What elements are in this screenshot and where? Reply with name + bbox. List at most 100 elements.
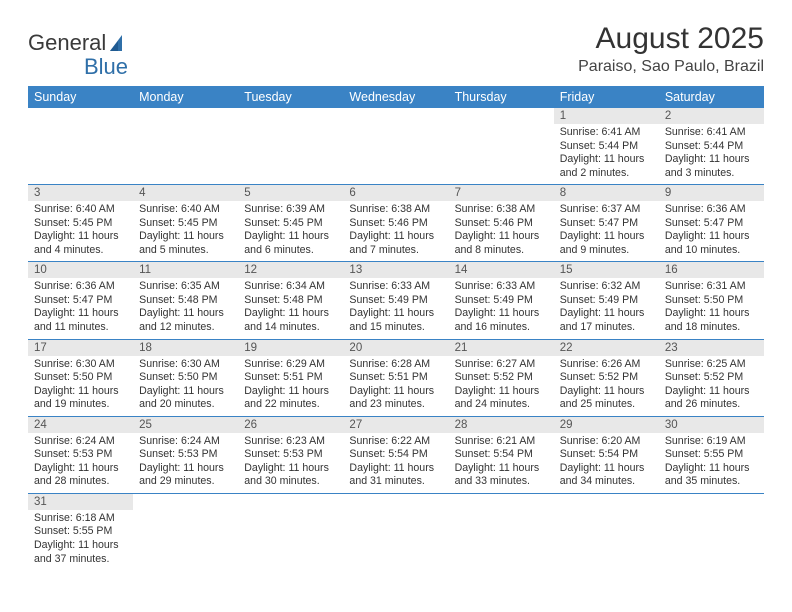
calendar-day: 10Sunrise: 6:36 AMSunset: 5:47 PMDayligh… — [28, 262, 133, 339]
calendar-day: 15Sunrise: 6:32 AMSunset: 5:49 PMDayligh… — [554, 262, 659, 339]
calendar-day: 20Sunrise: 6:28 AMSunset: 5:51 PMDayligh… — [343, 339, 448, 416]
day-number: 2 — [659, 108, 764, 124]
day-number: 3 — [28, 185, 133, 201]
calendar-week-row: 24Sunrise: 6:24 AMSunset: 5:53 PMDayligh… — [28, 416, 764, 493]
calendar-day-empty — [659, 493, 764, 568]
calendar-day: 16Sunrise: 6:31 AMSunset: 5:50 PMDayligh… — [659, 262, 764, 339]
day-number: 12 — [238, 262, 343, 278]
day-number: 6 — [343, 185, 448, 201]
calendar-day: 1Sunrise: 6:41 AMSunset: 5:44 PMDaylight… — [554, 108, 659, 185]
calendar-day: 2Sunrise: 6:41 AMSunset: 5:44 PMDaylight… — [659, 108, 764, 185]
day-number: 25 — [133, 417, 238, 433]
calendar-day-empty — [343, 493, 448, 568]
day-details: Sunrise: 6:33 AMSunset: 5:49 PMDaylight:… — [343, 278, 448, 338]
calendar-day-empty — [554, 493, 659, 568]
calendar-day: 26Sunrise: 6:23 AMSunset: 5:53 PMDayligh… — [238, 416, 343, 493]
day-details: Sunrise: 6:32 AMSunset: 5:49 PMDaylight:… — [554, 278, 659, 338]
weekday-header: Sunday — [28, 86, 133, 108]
day-details: Sunrise: 6:22 AMSunset: 5:54 PMDaylight:… — [343, 433, 448, 493]
calendar-day-empty — [133, 493, 238, 568]
weekday-header: Tuesday — [238, 86, 343, 108]
calendar-day: 23Sunrise: 6:25 AMSunset: 5:52 PMDayligh… — [659, 339, 764, 416]
day-details: Sunrise: 6:41 AMSunset: 5:44 PMDaylight:… — [554, 124, 659, 184]
day-number: 1 — [554, 108, 659, 124]
sail-icon — [108, 33, 132, 53]
calendar-day: 12Sunrise: 6:34 AMSunset: 5:48 PMDayligh… — [238, 262, 343, 339]
day-details: Sunrise: 6:24 AMSunset: 5:53 PMDaylight:… — [28, 433, 133, 493]
day-details: Sunrise: 6:21 AMSunset: 5:54 PMDaylight:… — [449, 433, 554, 493]
day-number: 26 — [238, 417, 343, 433]
calendar-day: 22Sunrise: 6:26 AMSunset: 5:52 PMDayligh… — [554, 339, 659, 416]
calendar-day: 17Sunrise: 6:30 AMSunset: 5:50 PMDayligh… — [28, 339, 133, 416]
weekday-header: Friday — [554, 86, 659, 108]
calendar-day: 14Sunrise: 6:33 AMSunset: 5:49 PMDayligh… — [449, 262, 554, 339]
day-details: Sunrise: 6:31 AMSunset: 5:50 PMDaylight:… — [659, 278, 764, 338]
calendar-week-row: 1Sunrise: 6:41 AMSunset: 5:44 PMDaylight… — [28, 108, 764, 185]
calendar-day: 11Sunrise: 6:35 AMSunset: 5:48 PMDayligh… — [133, 262, 238, 339]
calendar-day: 5Sunrise: 6:39 AMSunset: 5:45 PMDaylight… — [238, 185, 343, 262]
day-details: Sunrise: 6:28 AMSunset: 5:51 PMDaylight:… — [343, 356, 448, 416]
calendar-day: 21Sunrise: 6:27 AMSunset: 5:52 PMDayligh… — [449, 339, 554, 416]
day-number: 7 — [449, 185, 554, 201]
day-number: 5 — [238, 185, 343, 201]
calendar-day: 25Sunrise: 6:24 AMSunset: 5:53 PMDayligh… — [133, 416, 238, 493]
day-details: Sunrise: 6:36 AMSunset: 5:47 PMDaylight:… — [659, 201, 764, 261]
day-number: 13 — [343, 262, 448, 278]
day-number: 9 — [659, 185, 764, 201]
calendar-day: 4Sunrise: 6:40 AMSunset: 5:45 PMDaylight… — [133, 185, 238, 262]
day-details: Sunrise: 6:18 AMSunset: 5:55 PMDaylight:… — [28, 510, 133, 566]
calendar-day-empty — [28, 108, 133, 185]
day-number: 19 — [238, 340, 343, 356]
day-number: 20 — [343, 340, 448, 356]
calendar-week-row: 3Sunrise: 6:40 AMSunset: 5:45 PMDaylight… — [28, 185, 764, 262]
calendar-day: 13Sunrise: 6:33 AMSunset: 5:49 PMDayligh… — [343, 262, 448, 339]
day-details: Sunrise: 6:19 AMSunset: 5:55 PMDaylight:… — [659, 433, 764, 493]
calendar-day: 29Sunrise: 6:20 AMSunset: 5:54 PMDayligh… — [554, 416, 659, 493]
calendar-day-empty — [238, 493, 343, 568]
day-details: Sunrise: 6:36 AMSunset: 5:47 PMDaylight:… — [28, 278, 133, 338]
calendar-day-empty — [449, 493, 554, 568]
brand-text-1: General — [28, 30, 106, 56]
day-number: 21 — [449, 340, 554, 356]
day-details: Sunrise: 6:41 AMSunset: 5:44 PMDaylight:… — [659, 124, 764, 184]
day-number: 10 — [28, 262, 133, 278]
calendar-day: 31Sunrise: 6:18 AMSunset: 5:55 PMDayligh… — [28, 493, 133, 568]
day-number: 28 — [449, 417, 554, 433]
day-details: Sunrise: 6:35 AMSunset: 5:48 PMDaylight:… — [133, 278, 238, 338]
day-details: Sunrise: 6:23 AMSunset: 5:53 PMDaylight:… — [238, 433, 343, 493]
calendar-body: 1Sunrise: 6:41 AMSunset: 5:44 PMDaylight… — [28, 108, 764, 568]
day-number: 8 — [554, 185, 659, 201]
calendar-day: 30Sunrise: 6:19 AMSunset: 5:55 PMDayligh… — [659, 416, 764, 493]
day-details: Sunrise: 6:38 AMSunset: 5:46 PMDaylight:… — [449, 201, 554, 261]
day-details: Sunrise: 6:37 AMSunset: 5:47 PMDaylight:… — [554, 201, 659, 261]
location-text: Paraiso, Sao Paulo, Brazil — [578, 58, 764, 76]
day-number: 14 — [449, 262, 554, 278]
calendar-day: 19Sunrise: 6:29 AMSunset: 5:51 PMDayligh… — [238, 339, 343, 416]
day-details: Sunrise: 6:34 AMSunset: 5:48 PMDaylight:… — [238, 278, 343, 338]
day-number: 4 — [133, 185, 238, 201]
day-number: 30 — [659, 417, 764, 433]
calendar-day: 6Sunrise: 6:38 AMSunset: 5:46 PMDaylight… — [343, 185, 448, 262]
day-details: Sunrise: 6:20 AMSunset: 5:54 PMDaylight:… — [554, 433, 659, 493]
calendar-day: 24Sunrise: 6:24 AMSunset: 5:53 PMDayligh… — [28, 416, 133, 493]
day-details: Sunrise: 6:30 AMSunset: 5:50 PMDaylight:… — [28, 356, 133, 416]
weekday-header-row: SundayMondayTuesdayWednesdayThursdayFrid… — [28, 86, 764, 108]
calendar-day: 18Sunrise: 6:30 AMSunset: 5:50 PMDayligh… — [133, 339, 238, 416]
day-number: 29 — [554, 417, 659, 433]
calendar-week-row: 17Sunrise: 6:30 AMSunset: 5:50 PMDayligh… — [28, 339, 764, 416]
calendar-week-row: 31Sunrise: 6:18 AMSunset: 5:55 PMDayligh… — [28, 493, 764, 568]
day-details: Sunrise: 6:39 AMSunset: 5:45 PMDaylight:… — [238, 201, 343, 261]
calendar-day: 7Sunrise: 6:38 AMSunset: 5:46 PMDaylight… — [449, 185, 554, 262]
day-details: Sunrise: 6:27 AMSunset: 5:52 PMDaylight:… — [449, 356, 554, 416]
day-number: 24 — [28, 417, 133, 433]
day-number: 15 — [554, 262, 659, 278]
weekday-header: Monday — [133, 86, 238, 108]
day-number: 11 — [133, 262, 238, 278]
calendar-day: 28Sunrise: 6:21 AMSunset: 5:54 PMDayligh… — [449, 416, 554, 493]
day-number: 23 — [659, 340, 764, 356]
weekday-header: Saturday — [659, 86, 764, 108]
month-title: August 2025 — [578, 22, 764, 56]
day-details: Sunrise: 6:29 AMSunset: 5:51 PMDaylight:… — [238, 356, 343, 416]
calendar-day: 9Sunrise: 6:36 AMSunset: 5:47 PMDaylight… — [659, 185, 764, 262]
day-details: Sunrise: 6:30 AMSunset: 5:50 PMDaylight:… — [133, 356, 238, 416]
